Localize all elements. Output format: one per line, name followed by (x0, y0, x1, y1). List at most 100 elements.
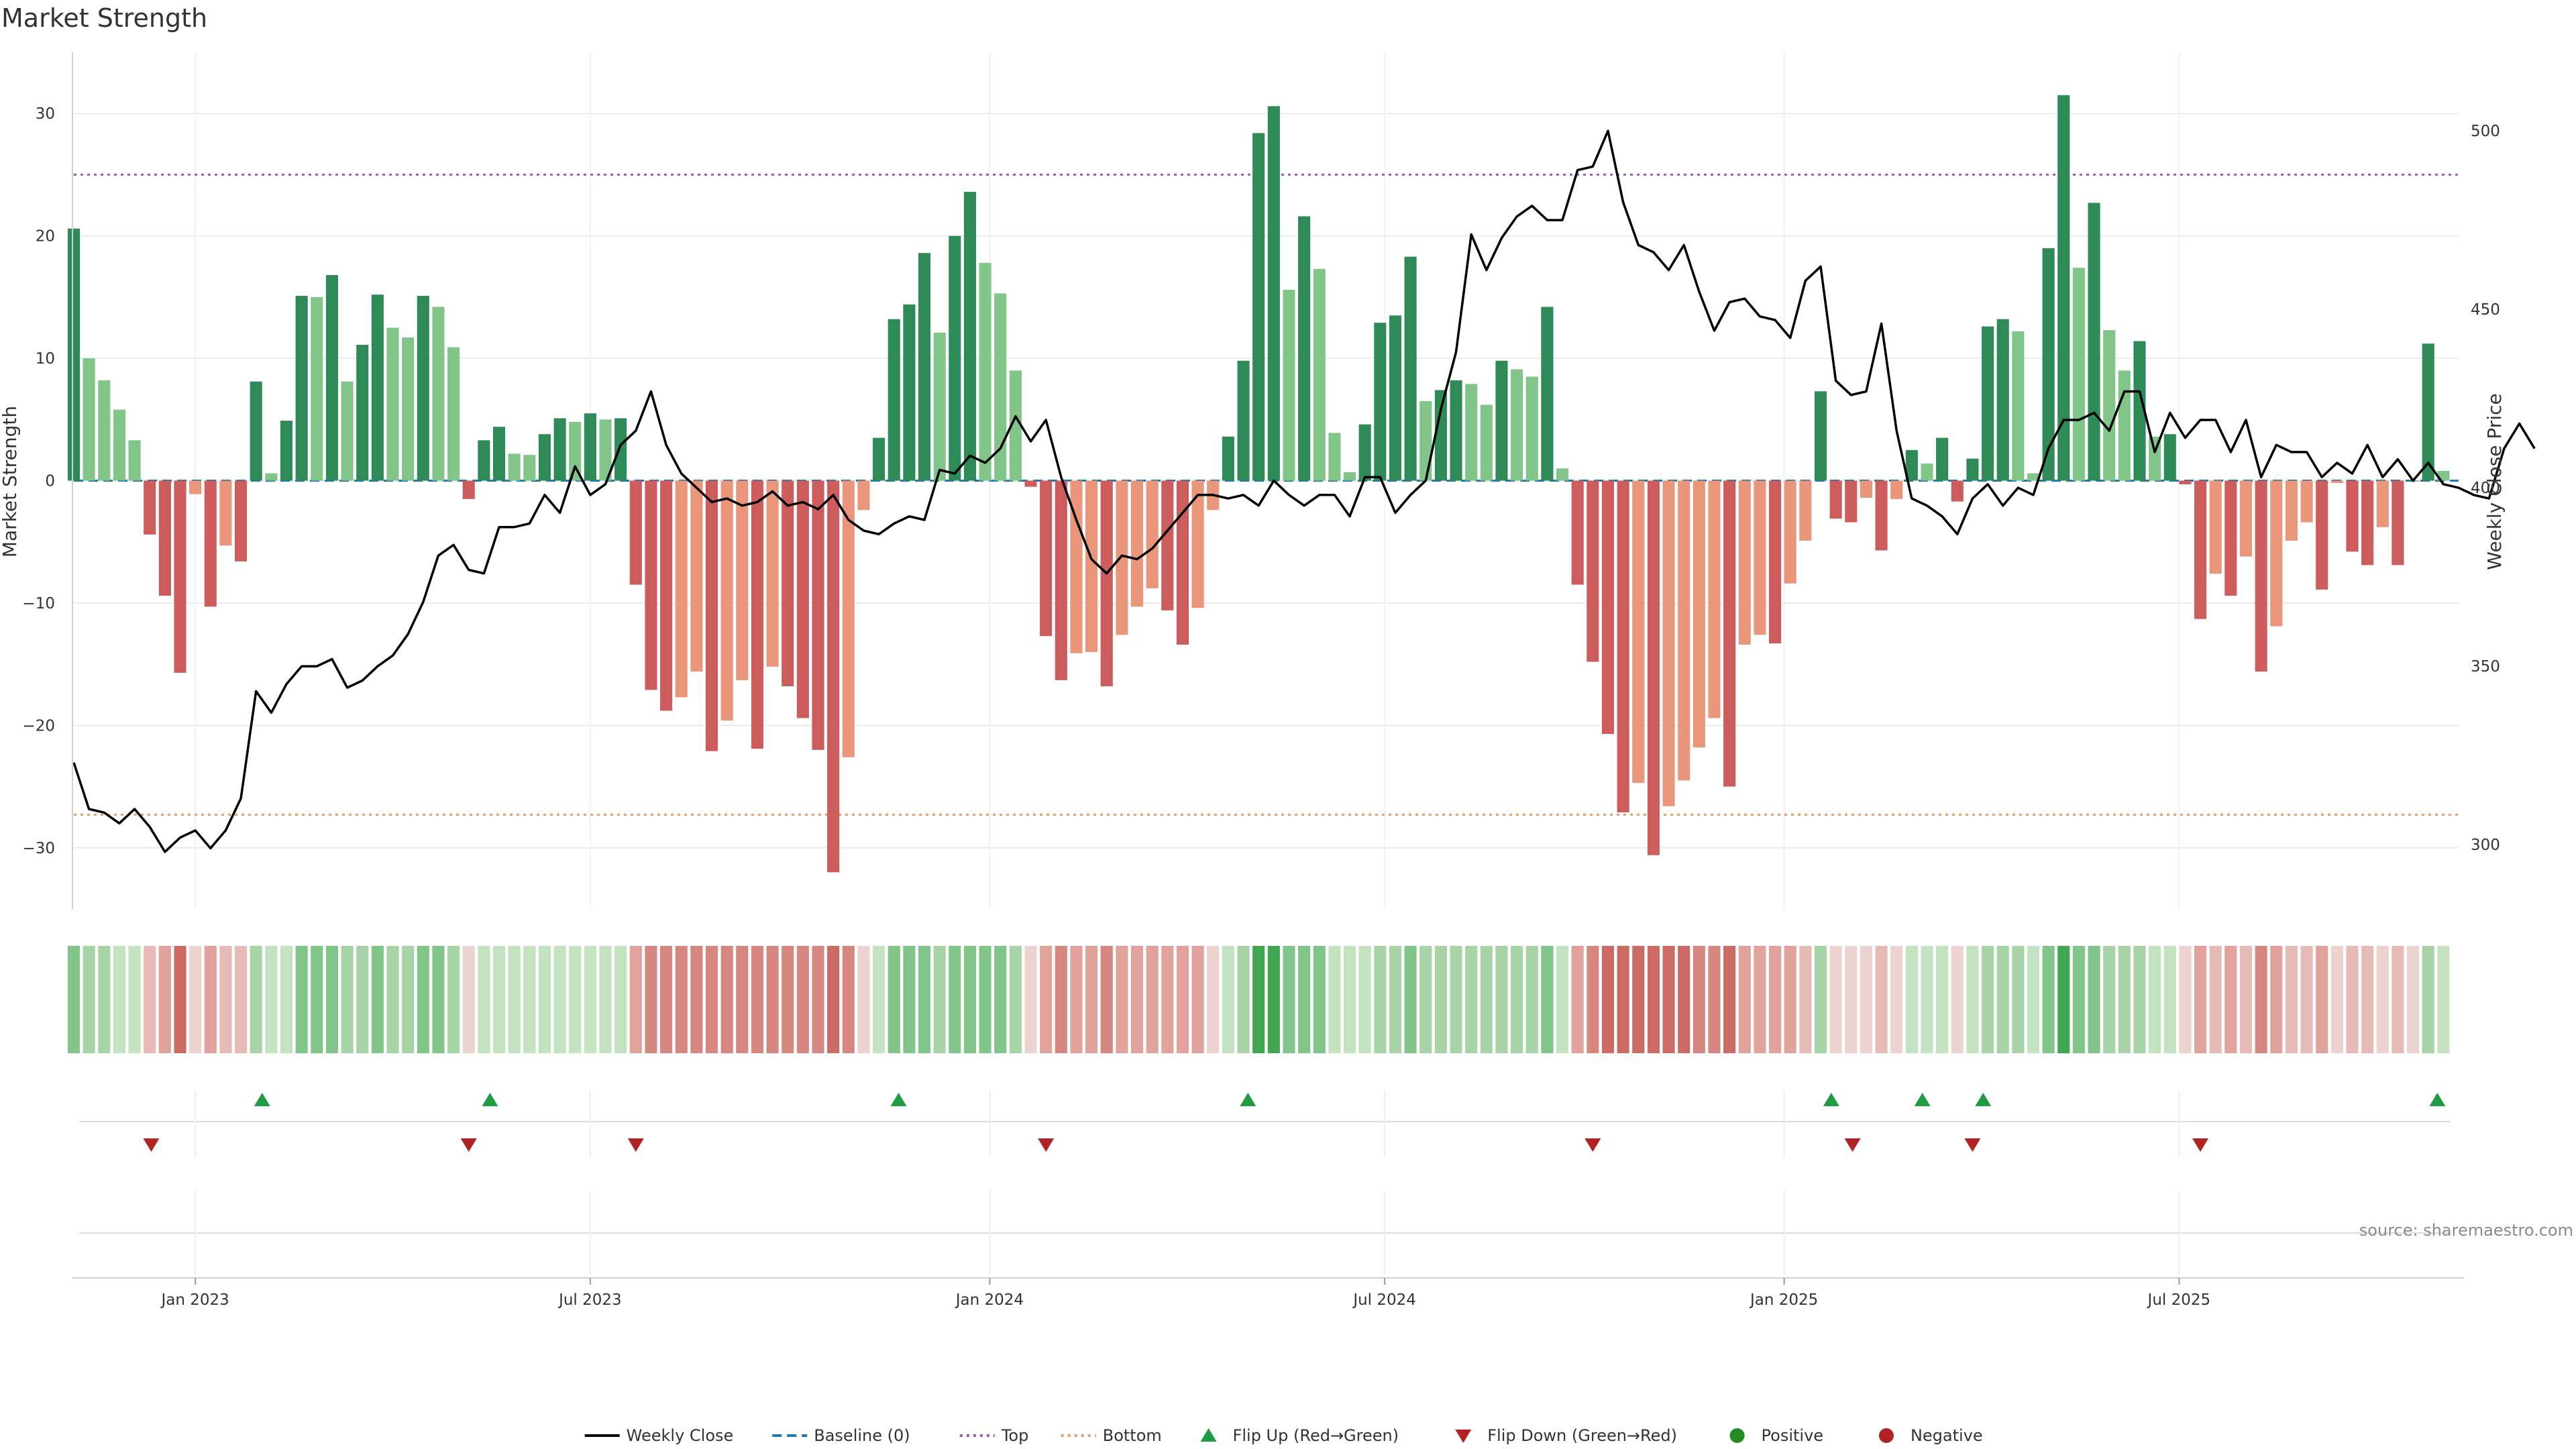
strength-bar (432, 307, 445, 481)
heatmap-cell (98, 946, 111, 1053)
heatmap-cell (113, 946, 125, 1053)
strength-bar (553, 418, 566, 481)
strength-bar (67, 228, 80, 481)
strength-bar (1799, 480, 1812, 541)
heatmap-cell (1723, 946, 1736, 1053)
x-tick-label: Jul 2023 (557, 1291, 622, 1309)
strength-bar (2027, 473, 2040, 481)
strength-bar (1009, 370, 1022, 481)
strength-bar (265, 473, 278, 481)
heatmap-cell (599, 946, 612, 1053)
flip-up-marker (890, 1093, 907, 1106)
heatmap-cell (1222, 946, 1234, 1053)
heatmap-cell (189, 946, 202, 1053)
strength-bar (1085, 480, 1098, 652)
strength-bar (584, 413, 596, 481)
heatmap-cell (1647, 946, 1660, 1053)
strength-bar (2346, 480, 2359, 552)
strength-bar (1116, 480, 1128, 635)
heatmap-cell (736, 946, 749, 1053)
heatmap-cell (341, 946, 354, 1053)
heatmap-cell (2300, 946, 2313, 1053)
heatmap-cell (1768, 946, 1782, 1053)
strength-bar (1040, 480, 1053, 637)
legend-item: Negative (1878, 1426, 1983, 1445)
heatmap-cell (417, 946, 429, 1053)
heatmap-cell (949, 946, 961, 1053)
heatmap-cell (2057, 946, 2070, 1053)
heatmap-cell (432, 946, 445, 1053)
strength-bar (1632, 480, 1645, 784)
heatmap-cell (523, 946, 536, 1053)
strength-bar (2163, 434, 2176, 481)
strength-bar (1130, 480, 1144, 607)
axes: −30 −20 −10 0 10 20 30 300 350 400 450 500 (22, 52, 2500, 909)
strength-bar (827, 480, 840, 873)
heatmap-cell (2270, 946, 2283, 1053)
flip-up-marker (1823, 1093, 1839, 1106)
flip-down-marker (1585, 1138, 1601, 1152)
strength-bar (1252, 133, 1265, 481)
strength-bar (1768, 480, 1782, 644)
strength-bar (250, 381, 262, 481)
legend-swatch (1729, 1428, 1745, 1443)
strength-bar (386, 327, 399, 481)
heatmap-cell (311, 946, 323, 1053)
strength-bar (1465, 384, 1478, 481)
strength-bar (492, 427, 506, 481)
heatmap-cell (2133, 946, 2146, 1053)
heatmap-cell (1571, 946, 1584, 1053)
heatmap-cell (1207, 946, 1220, 1053)
heatmap-cell (1632, 946, 1645, 1053)
strength-bar (857, 480, 870, 511)
strength-bar (2057, 95, 2070, 481)
strength-bar (2103, 330, 2116, 481)
heatmap-cell (553, 946, 566, 1053)
strength-bar (1389, 315, 1402, 481)
legend-item: Baseline (0) (772, 1426, 910, 1445)
source-note: source: sharemaestro.com (2359, 1221, 2573, 1240)
heatmap-cell (1875, 946, 1888, 1053)
heatmap-cell (1191, 946, 1204, 1053)
heatmap-cell (782, 946, 794, 1053)
heatmap-cell (1055, 946, 1067, 1053)
heatmap-cell (2316, 946, 2328, 1053)
strength-bar (1708, 480, 1721, 718)
flip-up-marker (1975, 1093, 1992, 1106)
strength-bar (2422, 343, 2434, 481)
heatmap-cell (1419, 946, 1432, 1053)
strength-bar (2239, 480, 2253, 557)
strength-bar (1358, 424, 1371, 481)
y-tick-label-right: 300 (2471, 837, 2500, 854)
strength-bar (2270, 480, 2283, 627)
strength-bar (766, 480, 779, 667)
heatmap-cell (1343, 946, 1356, 1053)
heatmap-cell (675, 946, 688, 1053)
x-tick-label: Jul 2025 (2147, 1291, 2211, 1309)
heatmap-cell (1389, 946, 1402, 1053)
heatmap-cell (1890, 946, 1903, 1053)
y-axis-right-label: Weekly Close Price (2483, 393, 2506, 570)
heatmap-cell (2330, 946, 2343, 1053)
flip-down-marker (460, 1138, 477, 1152)
strength-bar (1191, 480, 1204, 608)
y-tick-label-right: 400 (2471, 480, 2500, 497)
heatmap-cell (812, 946, 824, 1053)
strength-bar (2285, 480, 2298, 541)
strength-bar (1829, 480, 1842, 519)
heatmap-cell (1511, 946, 1523, 1053)
strength-bar (1313, 268, 1326, 481)
strength-bar (751, 480, 764, 749)
heatmap-cell (842, 946, 855, 1053)
heatmap-cell (979, 946, 991, 1053)
heatmap-cell (1678, 946, 1690, 1053)
strength-bar (1996, 319, 2009, 481)
strength-bar (341, 381, 354, 481)
strength-bar (113, 409, 125, 481)
heatmap-cell (1085, 946, 1098, 1053)
strength-bar (1587, 480, 1599, 662)
strength-bars (67, 95, 2450, 873)
strength-bar (2209, 480, 2222, 574)
strength-bar (675, 480, 688, 698)
strength-bar (1784, 480, 1796, 584)
